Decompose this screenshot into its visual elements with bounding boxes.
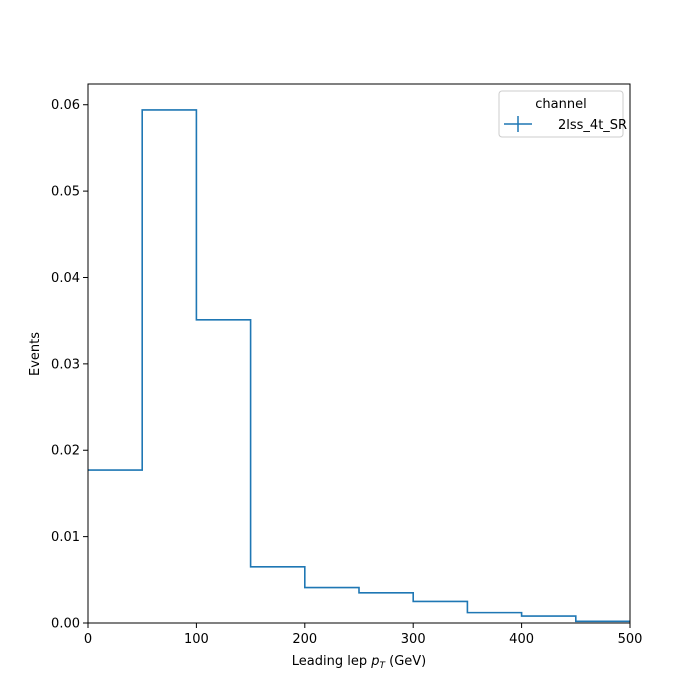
x-axis-label-unit: (GeV)	[385, 654, 426, 669]
x-tick-label: 500	[618, 632, 643, 647]
y-tick-label: 0.00	[51, 617, 80, 632]
y-tick-label: 0.06	[51, 98, 80, 113]
y-tick-label: 0.05	[51, 185, 80, 200]
plot-frame	[87, 83, 631, 624]
y-axis-label: Events	[28, 332, 43, 376]
y-tick-label: 0.02	[51, 444, 80, 459]
x-axis-label: Leading lep pT (GeV)	[292, 654, 426, 671]
plot-background	[88, 84, 630, 623]
x-tick-label: 100	[184, 632, 209, 647]
legend: channel 2lss_4t_SR	[498, 90, 627, 138]
y-tick-label: 0.01	[51, 530, 80, 545]
x-tick-label: 300	[401, 632, 426, 647]
y-tick-label: 0.04	[51, 271, 80, 286]
series-layer	[88, 109, 630, 623]
x-tick-label: 200	[292, 632, 317, 647]
legend-box	[498, 90, 624, 138]
y-tick-label: 0.03	[51, 357, 80, 372]
series-step-line	[88, 109, 630, 623]
y-axis-ticks: 0.00 0.01 0.02 0.03 0.04 0.05 0.06	[51, 98, 88, 632]
x-tick-label: 400	[509, 632, 534, 647]
x-axis-label-var: p	[370, 654, 379, 669]
x-tick-label: 0	[84, 632, 92, 647]
legend-title: channel	[535, 97, 586, 112]
x-axis-label-main: Leading lep	[292, 654, 371, 669]
x-axis-label-sub: T	[379, 661, 386, 671]
legend-series-label: 2lss_4t_SR	[558, 118, 627, 133]
x-axis-ticks: 0 100 200 300 400 500	[84, 623, 643, 647]
